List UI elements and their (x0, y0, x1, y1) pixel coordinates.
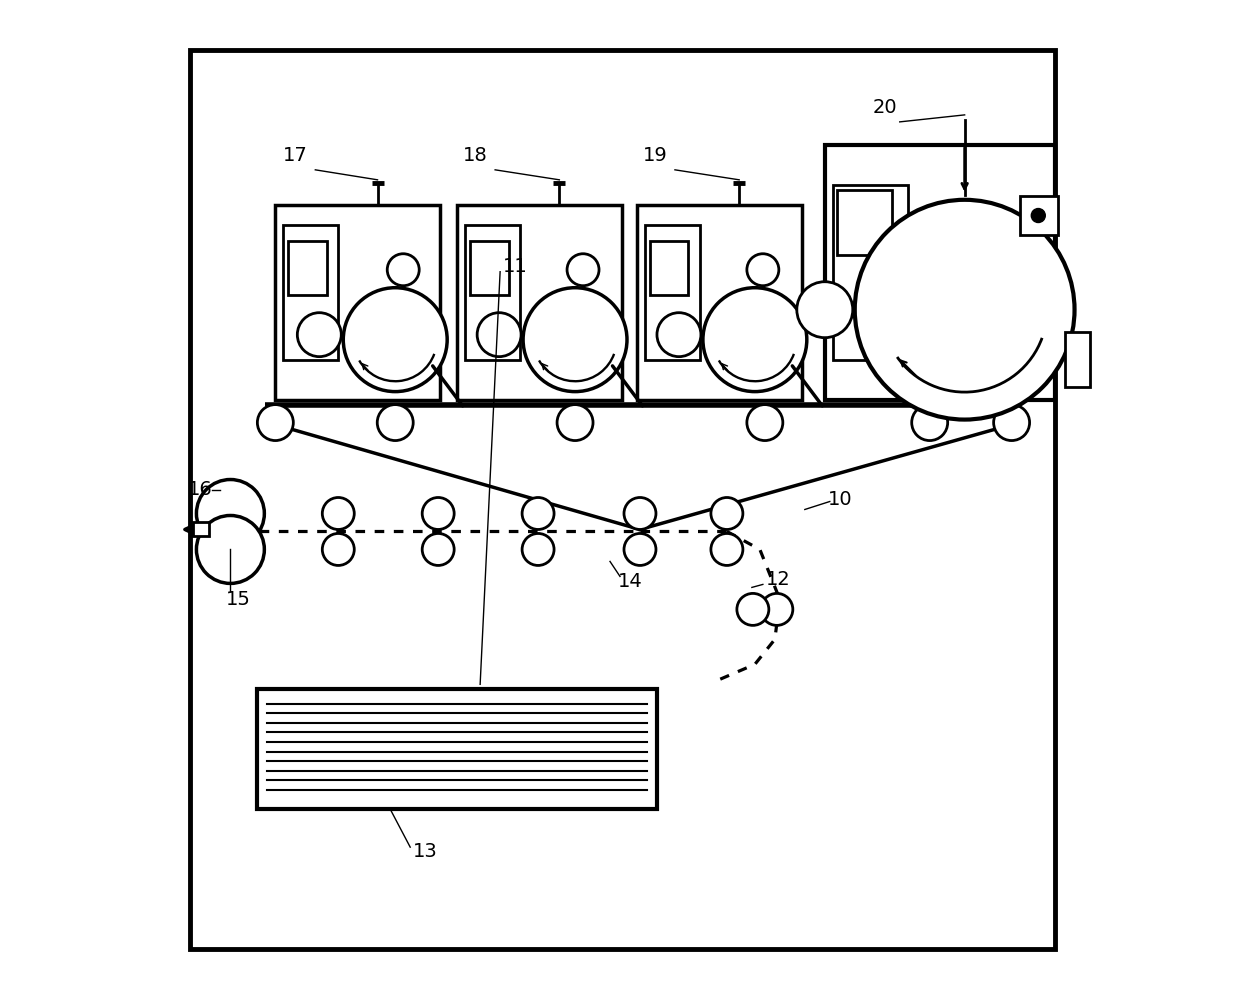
Bar (650, 241, 688, 295)
Circle shape (422, 498, 454, 529)
Circle shape (196, 480, 264, 547)
Circle shape (737, 593, 769, 625)
Circle shape (322, 498, 355, 529)
Bar (283, 225, 339, 360)
Circle shape (711, 498, 743, 529)
Circle shape (624, 533, 656, 565)
Circle shape (322, 533, 355, 565)
Text: 16: 16 (188, 480, 213, 500)
Circle shape (746, 405, 782, 441)
Text: 18: 18 (463, 146, 487, 165)
Bar (465, 225, 520, 360)
Text: 13: 13 (413, 841, 438, 861)
Text: 11: 11 (502, 257, 527, 277)
Bar (289, 241, 327, 295)
Circle shape (523, 288, 627, 392)
Circle shape (557, 405, 593, 441)
Circle shape (377, 405, 413, 441)
Bar (258, 689, 657, 809)
Circle shape (746, 254, 779, 286)
Text: 20: 20 (873, 98, 897, 117)
Bar (833, 185, 908, 360)
Bar (637, 205, 802, 400)
Bar (458, 205, 622, 400)
Circle shape (422, 533, 454, 565)
Circle shape (343, 288, 448, 392)
Circle shape (703, 288, 807, 392)
Bar (193, 522, 210, 536)
Circle shape (993, 405, 1029, 441)
Bar (191, 50, 1054, 949)
Bar (645, 225, 699, 360)
Circle shape (196, 515, 264, 583)
Text: 17: 17 (283, 146, 308, 165)
Bar (1021, 196, 1058, 236)
Circle shape (854, 200, 1075, 420)
Bar (275, 205, 440, 400)
Circle shape (522, 498, 554, 529)
Circle shape (797, 282, 853, 338)
Circle shape (258, 405, 294, 441)
Bar (1065, 333, 1090, 388)
Text: 15: 15 (226, 589, 250, 609)
Circle shape (387, 254, 419, 286)
Circle shape (624, 498, 656, 529)
Circle shape (911, 405, 947, 441)
Text: 14: 14 (618, 571, 642, 591)
Circle shape (567, 254, 599, 286)
Circle shape (1032, 209, 1045, 223)
Circle shape (298, 313, 341, 357)
Bar (837, 190, 892, 255)
Circle shape (657, 313, 701, 357)
Text: 19: 19 (642, 146, 667, 165)
Bar (470, 241, 508, 295)
Text: 10: 10 (827, 490, 852, 509)
Bar (825, 145, 1054, 400)
Circle shape (761, 593, 792, 625)
Text: 12: 12 (765, 569, 790, 589)
Circle shape (711, 533, 743, 565)
Circle shape (477, 313, 521, 357)
Circle shape (522, 533, 554, 565)
